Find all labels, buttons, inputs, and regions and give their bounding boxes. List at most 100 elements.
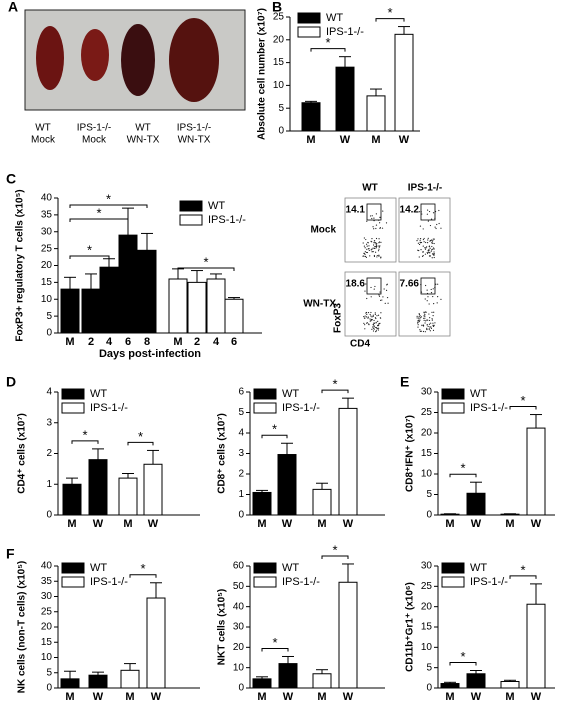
bar (366, 95, 386, 132)
flow-dot (373, 325, 375, 327)
y-tick-label: 15 (421, 622, 433, 633)
bar (466, 673, 486, 689)
y-tick-label: 50 (233, 581, 245, 592)
flow-gate (366, 277, 382, 295)
flow-dot (380, 241, 382, 244)
y-axis-label: NKT cells (x10⁵) (217, 589, 228, 665)
flow-dot (431, 319, 433, 321)
legend-label: WT (326, 12, 343, 24)
flow-dot (379, 222, 381, 224)
flow-dot (430, 288, 432, 291)
bar (206, 278, 226, 334)
significance-bracket (261, 647, 289, 652)
flow-dot (375, 227, 377, 230)
spleen (36, 26, 64, 90)
significance-bracket (129, 574, 157, 578)
x-tick-label: M (445, 691, 454, 703)
flow-dot (422, 228, 424, 230)
flow-dot (427, 251, 430, 253)
flow-dot (378, 246, 380, 248)
y-tick-label: 15 (41, 277, 53, 288)
legend-swatch (253, 388, 277, 400)
flow-dot (375, 327, 378, 329)
flow-dot (374, 247, 376, 250)
flow-dot (429, 247, 431, 249)
flow-dot (433, 242, 435, 245)
flow-dot (370, 320, 372, 322)
legend-swatch (441, 576, 465, 588)
y-tick-label: 30 (421, 387, 433, 398)
flow-dot (383, 288, 385, 290)
y-tick-label: 2 (46, 448, 52, 459)
x-tick-label: M (173, 336, 182, 348)
spleen (121, 24, 155, 96)
y-tick-label: 25 (421, 581, 433, 592)
flow-dot (419, 319, 421, 322)
flow-dot (417, 317, 420, 319)
flow-dot (384, 302, 386, 305)
x-tick-label: M (65, 691, 74, 703)
x-tick-label: W (343, 691, 354, 703)
y-tick-label: 6 (238, 387, 244, 398)
x-tick-label: W (282, 518, 293, 530)
flow-dot (364, 324, 366, 326)
y-tick-label: 15 (41, 637, 53, 648)
flow-dot (440, 298, 442, 300)
flow-dot (430, 239, 433, 241)
flow-dot (378, 241, 381, 243)
y-tick-label: 40 (233, 601, 245, 612)
bar (394, 33, 414, 132)
significance-star: * (332, 377, 337, 392)
flow-dot (428, 303, 430, 305)
significance-star: * (520, 393, 525, 408)
y-tick-label: 0 (46, 328, 52, 339)
flow-dot (373, 288, 375, 290)
flow-dot (366, 313, 368, 315)
bar (526, 603, 546, 689)
flow-dot (435, 283, 437, 285)
y-tick-label: 25 (41, 243, 53, 254)
flow-dot (425, 241, 427, 244)
flow-dot (426, 300, 428, 302)
significance-star: * (460, 461, 465, 476)
x-tick-label: W (343, 518, 354, 530)
flow-dot (416, 315, 418, 317)
y-tick-label: 0 (46, 683, 52, 694)
flow-dot (376, 242, 378, 245)
flow-dot (379, 216, 381, 218)
flow-dot (381, 299, 383, 301)
flow-dot (437, 283, 439, 285)
flow-dot (429, 252, 431, 254)
flow-dot (433, 303, 435, 305)
flow-dot (433, 248, 435, 250)
flow-dot (428, 313, 430, 315)
legend-swatch (179, 200, 203, 212)
y-tick-label: 35 (41, 210, 53, 221)
x-tick-label: M (445, 518, 454, 530)
flow-dot (429, 326, 431, 328)
flow-dot (430, 218, 433, 220)
photo (24, 9, 246, 111)
x-axis-label: Days post-infection (99, 348, 201, 360)
flow-dot (380, 312, 382, 314)
flow-dot (380, 257, 382, 259)
flow-dot (366, 251, 368, 254)
flow-dot (425, 247, 427, 249)
x-tick-label: M (257, 518, 266, 530)
flow-dot (372, 326, 374, 328)
flow-dot (363, 237, 365, 239)
flow-dot (373, 255, 376, 258)
flow-dot (432, 295, 434, 298)
flow-dot (425, 320, 427, 322)
flow-dot (431, 253, 434, 255)
significance-star: * (272, 635, 277, 650)
flow-dot (432, 239, 434, 241)
significance-star: * (87, 242, 92, 257)
legend-swatch (61, 402, 85, 414)
flow-dot (387, 302, 389, 304)
legend-label: WT (470, 388, 487, 400)
flow-dot (421, 255, 424, 258)
bar (120, 669, 140, 689)
y-tick-label: 30 (233, 622, 245, 633)
flow-dot (417, 326, 419, 328)
